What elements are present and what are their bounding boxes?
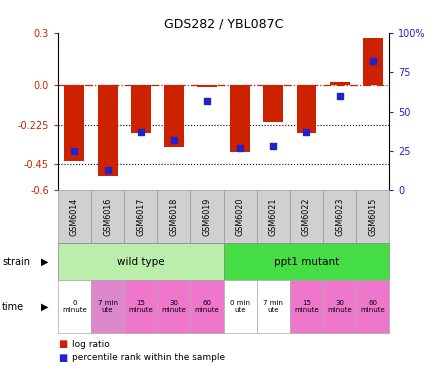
- Text: GSM6017: GSM6017: [136, 198, 145, 236]
- Text: time: time: [2, 302, 24, 311]
- Text: ppt1 mutant: ppt1 mutant: [274, 257, 339, 267]
- Point: [71, 148, 78, 154]
- Text: GSM6018: GSM6018: [170, 198, 178, 236]
- Text: 7 min
ute: 7 min ute: [263, 300, 283, 313]
- Text: ■: ■: [58, 339, 67, 349]
- Text: 15
minute: 15 minute: [128, 300, 153, 313]
- Text: 30
minute: 30 minute: [162, 300, 186, 313]
- Point: [237, 145, 244, 151]
- Text: wild type: wild type: [117, 257, 165, 267]
- Text: GSM6023: GSM6023: [335, 198, 344, 236]
- Text: 30
minute: 30 minute: [327, 300, 352, 313]
- Text: GSM6022: GSM6022: [302, 198, 311, 236]
- Text: GSM6014: GSM6014: [70, 198, 79, 236]
- Bar: [65, 85, 85, 161]
- Bar: [330, 82, 350, 85]
- Text: GSM6015: GSM6015: [368, 198, 377, 236]
- Point: [170, 137, 178, 143]
- Text: 15
minute: 15 minute: [294, 300, 319, 313]
- Point: [203, 98, 210, 104]
- Text: 7 min
ute: 7 min ute: [97, 300, 117, 313]
- Text: 0
minute: 0 minute: [62, 300, 87, 313]
- Text: GSM6021: GSM6021: [269, 198, 278, 236]
- Title: GDS282 / YBL087C: GDS282 / YBL087C: [164, 17, 283, 30]
- Bar: [164, 85, 184, 147]
- Point: [336, 93, 343, 99]
- Bar: [296, 85, 316, 132]
- Text: GSM6019: GSM6019: [202, 198, 211, 236]
- Text: GSM6020: GSM6020: [236, 198, 245, 236]
- Text: log ratio: log ratio: [72, 340, 110, 348]
- Point: [369, 58, 376, 64]
- Point: [303, 129, 310, 135]
- Text: percentile rank within the sample: percentile rank within the sample: [72, 354, 225, 362]
- Bar: [197, 85, 217, 87]
- Text: ▶: ▶: [41, 257, 48, 267]
- Text: 60
minute: 60 minute: [194, 300, 219, 313]
- Point: [104, 167, 111, 173]
- Text: 60
minute: 60 minute: [360, 300, 385, 313]
- Text: strain: strain: [2, 257, 30, 267]
- Point: [270, 143, 277, 149]
- Bar: [97, 85, 117, 176]
- Bar: [263, 85, 283, 122]
- Text: 0 min
ute: 0 min ute: [230, 300, 250, 313]
- Text: GSM6016: GSM6016: [103, 198, 112, 236]
- Text: ▶: ▶: [41, 302, 48, 311]
- Bar: [131, 85, 151, 132]
- Bar: [230, 85, 250, 152]
- Text: ■: ■: [58, 353, 67, 363]
- Bar: [363, 38, 383, 85]
- Point: [137, 129, 144, 135]
